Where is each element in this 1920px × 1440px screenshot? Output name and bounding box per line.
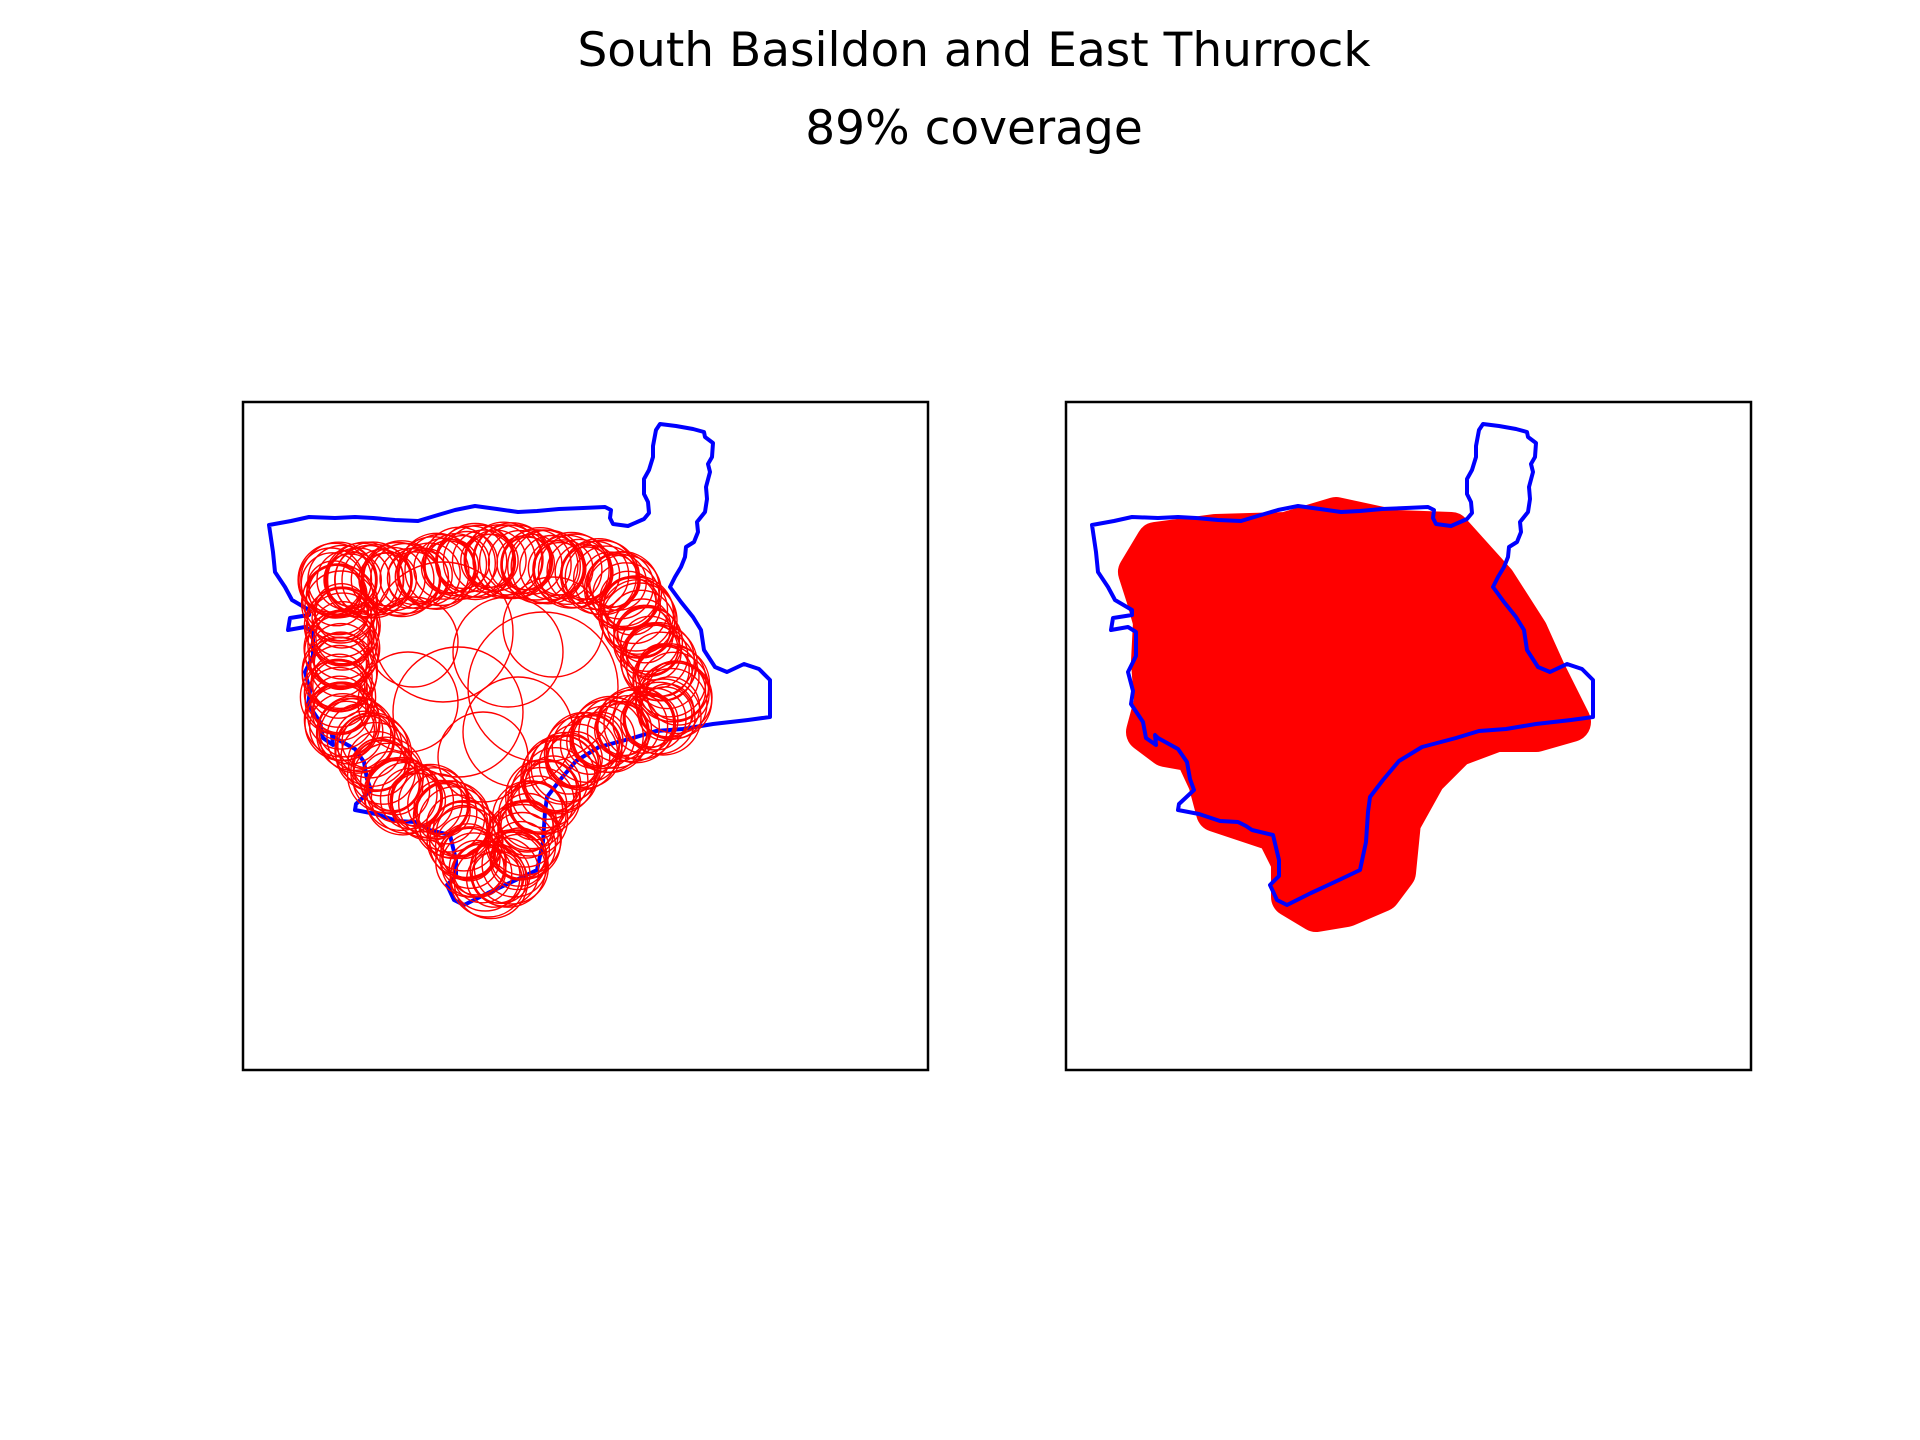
coverage-circle (442, 524, 517, 599)
coverage-circle (537, 533, 613, 609)
coverage-circle (538, 734, 600, 795)
coverage-circle (497, 801, 555, 859)
coverage-circle (452, 596, 564, 708)
coverage-circle (308, 622, 374, 689)
coverage-circle (543, 715, 619, 791)
coverage-circle (305, 592, 380, 667)
filled-panel (1064, 400, 1753, 1072)
coverage-circle (316, 697, 384, 765)
coverage-circle (426, 800, 504, 879)
coverage-circle (360, 541, 435, 617)
figure-title: South Basildon and East Thurrock (577, 23, 1371, 78)
coverage-circle (372, 561, 514, 703)
coverage-circle (437, 711, 529, 803)
coverage-circle (612, 606, 684, 678)
coverage-circle (502, 576, 604, 678)
coverage-circle (312, 631, 369, 688)
coverage-circle (472, 524, 544, 596)
coverage-circle (301, 563, 375, 636)
figure-subtitle: 89% coverage (805, 101, 1143, 156)
coverage-circle (436, 522, 515, 601)
circles-panel (241, 400, 930, 1072)
coverage-circle (467, 611, 619, 763)
coverage-circle (301, 632, 379, 710)
coverage-circle (313, 582, 370, 639)
coverage-circle (357, 651, 459, 753)
coverage-circle (559, 714, 621, 775)
coverage-circle (596, 695, 661, 760)
coverage-circle (585, 554, 663, 631)
coverage-circle (554, 543, 612, 601)
coverage-circle (505, 759, 582, 836)
coverage-circle (389, 765, 464, 839)
coverage-circle (315, 695, 392, 772)
coverage-circle (346, 736, 425, 814)
coverage-circle (532, 531, 610, 609)
coverage-circle (462, 676, 574, 788)
coverage-circle (309, 660, 368, 719)
coverage-circles (297, 521, 713, 920)
coverage-circle (469, 837, 540, 907)
coverage-circle (510, 529, 586, 605)
coverage-circle (520, 739, 596, 815)
coverage-circle (394, 549, 450, 604)
coverage-circle (398, 767, 471, 840)
left-panel-frame (241, 400, 930, 1072)
coverage-circle (432, 801, 488, 857)
coverage-circle (600, 579, 676, 655)
coverage-circle (412, 780, 486, 853)
coverage-circle (435, 826, 507, 898)
coverage-circle (367, 596, 459, 688)
coverage-circle (310, 653, 368, 711)
coverage-circle (323, 553, 377, 607)
coverage-circle (297, 542, 373, 618)
coverage-circle (634, 644, 700, 710)
coverage-circle (310, 675, 369, 734)
coverage-circle (308, 564, 363, 619)
coverage-circle (500, 529, 572, 601)
coverage-circle (300, 552, 365, 616)
